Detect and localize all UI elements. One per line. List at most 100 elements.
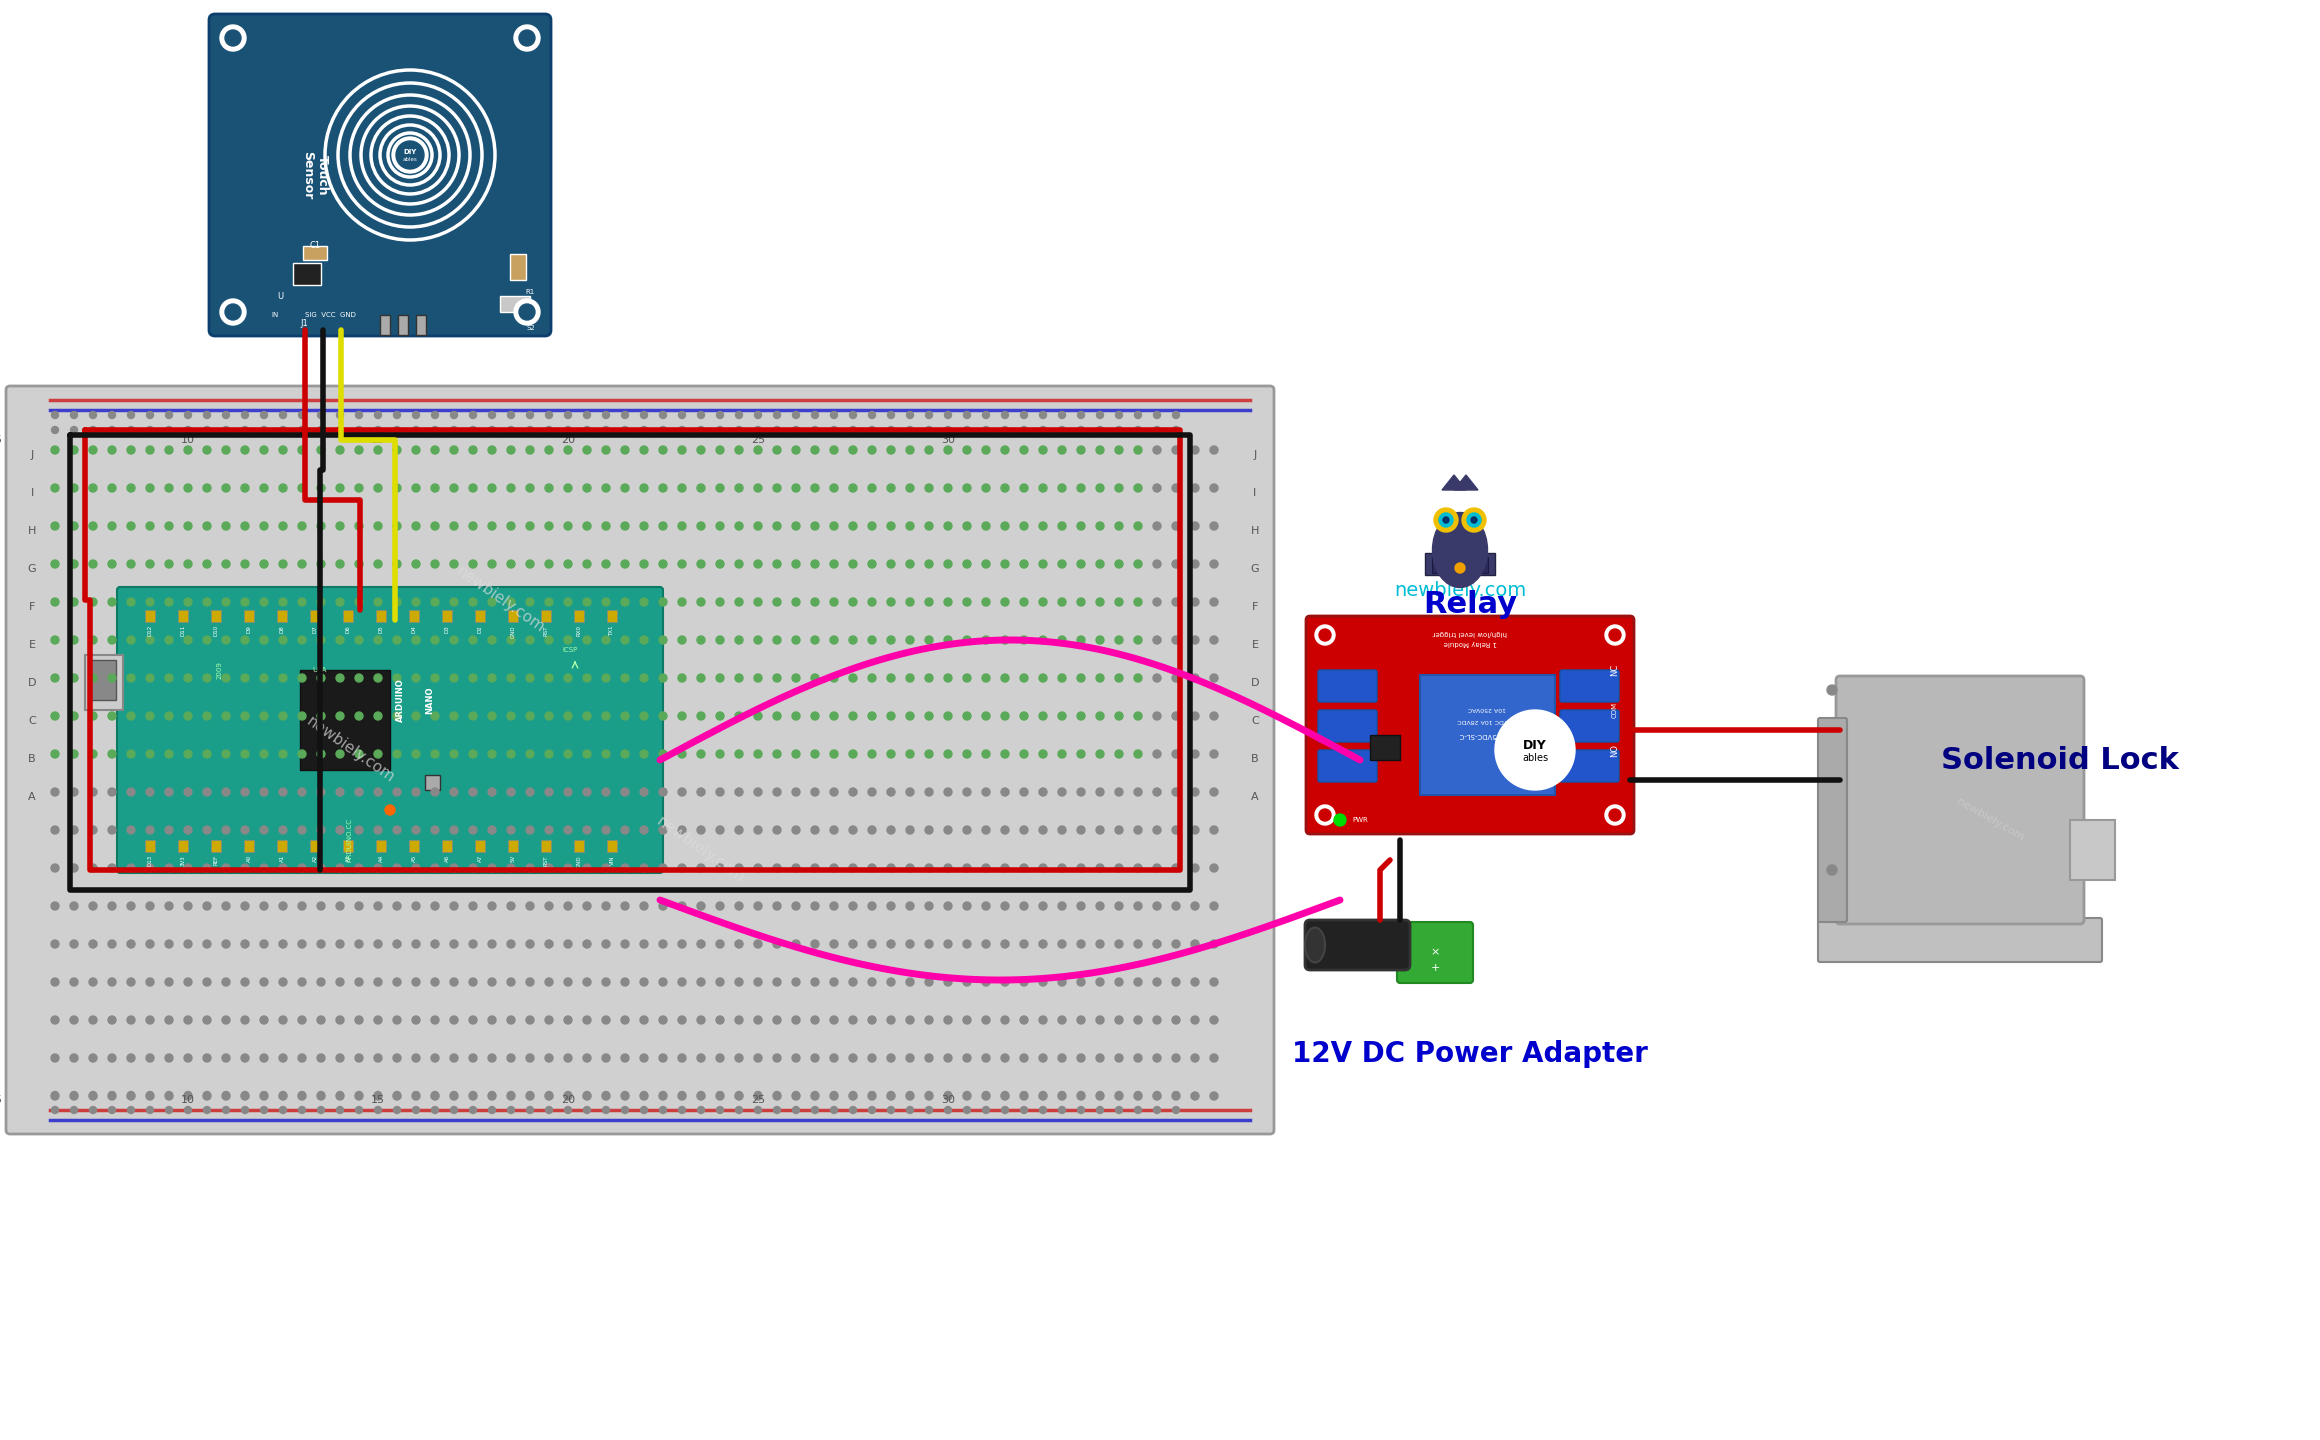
Circle shape (355, 484, 362, 492)
Circle shape (1058, 864, 1065, 873)
Circle shape (374, 827, 383, 834)
Circle shape (1076, 864, 1086, 873)
Circle shape (677, 1017, 687, 1024)
Circle shape (981, 523, 991, 530)
Circle shape (413, 978, 420, 986)
Circle shape (336, 788, 343, 796)
Circle shape (677, 750, 687, 757)
Circle shape (374, 674, 383, 683)
Circle shape (109, 1106, 116, 1113)
Circle shape (1058, 523, 1065, 530)
Circle shape (640, 523, 647, 530)
Circle shape (318, 412, 325, 419)
Circle shape (223, 1054, 230, 1063)
Circle shape (318, 711, 325, 720)
Circle shape (754, 1092, 761, 1099)
Circle shape (1076, 827, 1086, 834)
Circle shape (1058, 560, 1065, 567)
Circle shape (849, 940, 856, 948)
Circle shape (204, 426, 211, 433)
Circle shape (241, 1017, 248, 1024)
Bar (211, 611, 220, 622)
Circle shape (51, 484, 58, 492)
Bar (573, 611, 585, 622)
Circle shape (659, 560, 666, 567)
Circle shape (868, 426, 875, 433)
Circle shape (886, 1092, 896, 1100)
Circle shape (907, 711, 914, 720)
Circle shape (545, 636, 552, 644)
Circle shape (204, 1092, 211, 1099)
Text: D8: D8 (278, 625, 285, 632)
Circle shape (1172, 523, 1181, 530)
Circle shape (297, 788, 306, 796)
Circle shape (1076, 598, 1086, 606)
Bar (501, 297, 529, 312)
Text: 10: 10 (181, 1094, 195, 1104)
Circle shape (146, 598, 153, 606)
Circle shape (165, 598, 174, 606)
Text: NC: NC (1610, 664, 1619, 677)
Circle shape (1095, 598, 1104, 606)
Circle shape (70, 412, 77, 419)
Circle shape (336, 1106, 343, 1113)
Bar (179, 840, 188, 852)
Circle shape (70, 1054, 79, 1063)
Circle shape (773, 711, 782, 720)
Circle shape (622, 864, 629, 873)
Circle shape (754, 598, 761, 606)
Circle shape (260, 711, 269, 720)
Circle shape (183, 827, 193, 834)
Circle shape (564, 484, 573, 492)
Circle shape (260, 788, 269, 796)
Circle shape (1172, 598, 1181, 606)
Circle shape (260, 484, 269, 492)
Circle shape (944, 940, 951, 948)
Circle shape (868, 412, 875, 419)
Circle shape (1116, 560, 1123, 567)
Circle shape (622, 598, 629, 606)
Circle shape (1116, 750, 1123, 757)
Circle shape (51, 788, 58, 796)
Circle shape (1000, 674, 1009, 683)
Circle shape (601, 940, 610, 948)
Circle shape (223, 827, 230, 834)
Bar (343, 840, 353, 852)
Circle shape (392, 560, 401, 567)
Circle shape (1039, 1092, 1046, 1100)
Circle shape (1190, 1092, 1199, 1100)
Circle shape (831, 674, 838, 683)
Circle shape (450, 598, 457, 606)
Circle shape (1076, 978, 1086, 986)
Circle shape (812, 523, 819, 530)
Circle shape (355, 827, 362, 834)
Circle shape (1134, 750, 1141, 757)
Circle shape (318, 940, 325, 948)
Circle shape (963, 636, 972, 644)
Circle shape (336, 1092, 343, 1099)
Circle shape (1058, 711, 1065, 720)
Circle shape (432, 674, 438, 683)
Circle shape (1153, 598, 1160, 606)
Circle shape (70, 788, 79, 796)
Circle shape (677, 636, 687, 644)
Circle shape (907, 978, 914, 986)
Text: D4: D4 (411, 625, 418, 632)
Circle shape (963, 1092, 972, 1100)
Circle shape (1058, 1092, 1065, 1099)
Circle shape (508, 426, 515, 433)
Circle shape (1134, 598, 1141, 606)
Circle shape (1153, 560, 1160, 567)
Circle shape (70, 940, 79, 948)
Circle shape (735, 1106, 742, 1113)
Circle shape (793, 412, 800, 419)
Text: A1: A1 (278, 855, 285, 863)
Circle shape (677, 940, 687, 948)
Text: NANO: NANO (425, 687, 434, 714)
Text: 20: 20 (561, 435, 575, 445)
Circle shape (183, 484, 193, 492)
Circle shape (754, 940, 761, 948)
Circle shape (696, 1092, 705, 1100)
Circle shape (1039, 750, 1046, 757)
Bar (425, 775, 441, 791)
